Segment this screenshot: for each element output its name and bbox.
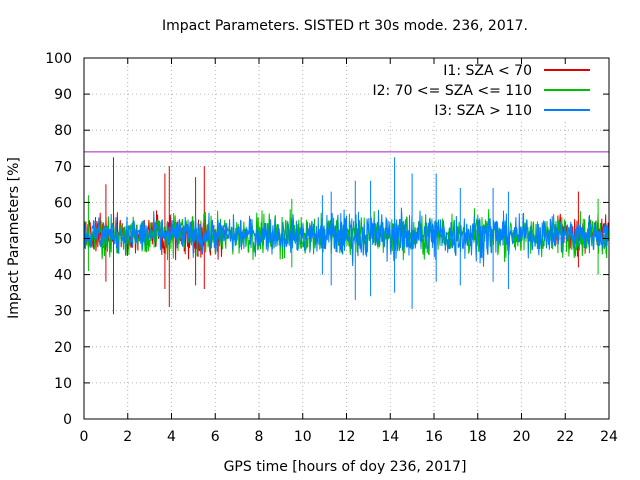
x-tick-label: 10 <box>294 429 312 445</box>
y-tick-label: 90 <box>54 87 72 103</box>
y-tick-label: 40 <box>54 268 72 284</box>
legend: I1: SZA < 70 I2: 70 <= SZA <= 110 I3: SZA … <box>372 63 590 119</box>
x-tick-label: 22 <box>556 429 574 445</box>
x-tick-label: 12 <box>338 429 356 445</box>
plot-area <box>83 157 610 315</box>
legend-label: I1: SZA < 70 <box>443 63 532 79</box>
y-tick-label: 80 <box>54 123 72 139</box>
legend-label: I2: 70 <= SZA <= 110 <box>372 83 532 99</box>
y-tick-label: 100 <box>45 51 72 67</box>
x-axis-label: GPS time [hours of doy 236, 2017] <box>224 459 467 475</box>
x-tick-label: 8 <box>255 429 264 445</box>
x-tick-label: 16 <box>425 429 443 445</box>
x-tick-label: 0 <box>80 429 89 445</box>
x-tick-label: 24 <box>600 429 618 445</box>
y-tick-label: 30 <box>54 304 72 320</box>
y-tick-label: 10 <box>54 376 72 392</box>
ticks: 0 2 4 6 8 10 12 14 16 18 20 22 240102030405060708090… <box>45 51 618 445</box>
x-tick-label: 18 <box>469 429 487 445</box>
x-tick-label: 2 <box>123 429 132 445</box>
x-tick-label: 6 <box>211 429 220 445</box>
y-tick-label: 0 <box>63 412 72 428</box>
x-tick-label: 14 <box>381 429 399 445</box>
chart-title: Impact Parameters. SISTED rt 30s mode. 2… <box>162 18 528 34</box>
y-tick-label: 70 <box>54 159 72 175</box>
legend-label: I3: SZA > 110 <box>434 103 532 119</box>
x-tick-label: 4 <box>167 429 176 445</box>
y-tick-label: 60 <box>54 195 72 211</box>
y-tick-label: 20 <box>54 340 72 356</box>
y-axis-label: Impact Parameters [%] <box>6 157 22 319</box>
y-tick-label: 50 <box>54 232 72 248</box>
x-tick-label: 20 <box>513 429 531 445</box>
series-line <box>83 157 610 309</box>
